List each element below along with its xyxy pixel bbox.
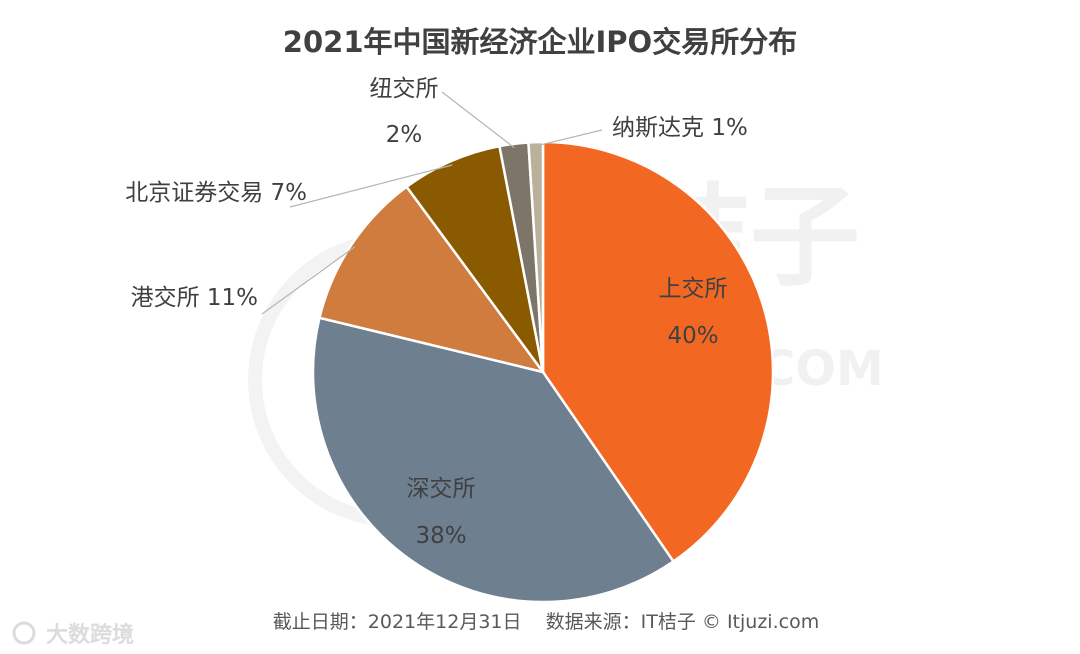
slice-label-shenjiaosuo: 深交所 <box>407 476 476 502</box>
pie-slice-1 <box>311 316 676 604</box>
footer-source: 截止日期：2021年12月31日 数据来源：IT桔子 © Itjuzi.com <box>273 611 819 633</box>
slice-label-shangjiaosuo: 上交所 <box>659 276 728 302</box>
slice-label-gangjiaosuo: 港交所 11% <box>131 285 258 311</box>
leader-line-2 <box>261 246 356 315</box>
chart-title: 2021年中国新经济企业IPO交易所分布 <box>283 25 797 59</box>
corner-watermark: 大数跨境 <box>12 621 134 648</box>
slice-label-nasdaq: 纳斯达克 1% <box>612 115 748 141</box>
leader-line-4 <box>441 91 515 149</box>
slice-label-beijing: 北京证券交易 7% <box>125 180 307 206</box>
corner-watermark-text: 大数跨境 <box>46 622 134 648</box>
corner-logo-icon <box>12 621 36 645</box>
slice-value-niujiaosuo: 2% <box>386 122 423 148</box>
slice-value-shangjiaosuo: 40% <box>667 323 718 349</box>
pie-slice-0 <box>541 140 775 564</box>
slice-label-niujiaosuo: 纽交所 <box>370 76 439 102</box>
pie-slice-3 <box>404 144 545 373</box>
leader-line-5 <box>535 129 603 147</box>
leader-line-3 <box>289 164 453 208</box>
slice-value-shenjiaosuo: 38% <box>415 523 466 549</box>
pie-slice-2 <box>317 185 547 375</box>
watermark-com: COM <box>760 341 884 397</box>
pie-slice-5 <box>527 140 545 373</box>
pie-slices <box>311 140 775 604</box>
leader-lines <box>261 91 603 315</box>
